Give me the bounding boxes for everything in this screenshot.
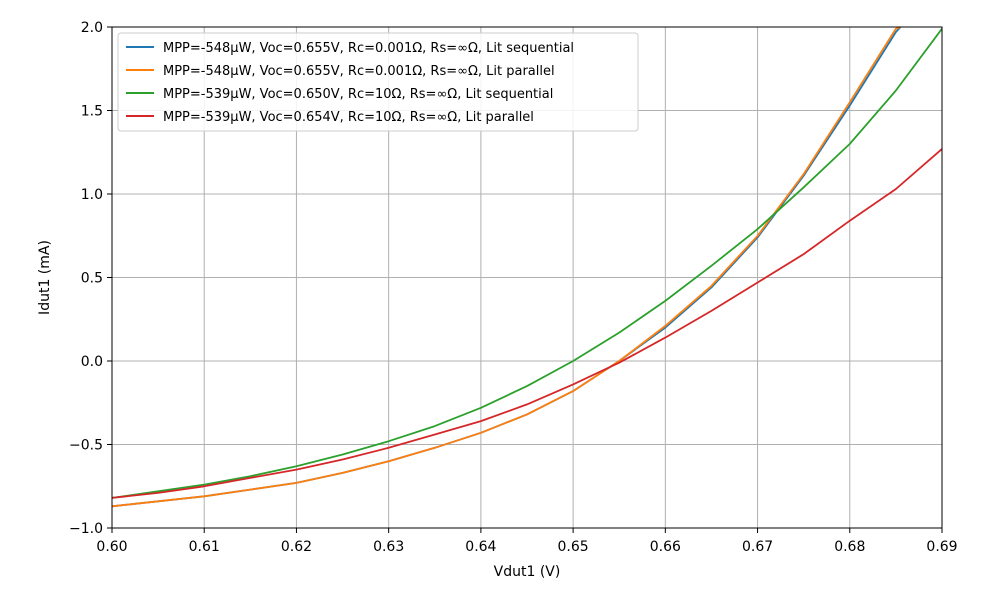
y-axis: −1.0 −0.5 0.0 0.5 1.0 1.5 2.0 (69, 20, 112, 537)
y-tick-label: −1.0 (69, 521, 103, 537)
legend-entry-label: MPP=-548µW, Voc=0.655V, Rc=0.001Ω, Rs=∞Ω… (163, 64, 555, 79)
x-tick-label: 0.60 (96, 539, 127, 555)
x-axis-label: Vdut1 (V) (494, 564, 561, 580)
y-tick-label: −0.5 (69, 438, 103, 454)
legend-entry-label: MPP=-548µW, Voc=0.655V, Rc=0.001Ω, Rs=∞Ω… (163, 41, 574, 56)
y-tick-label: 0.0 (81, 354, 103, 370)
series-line-2 (111, 26, 901, 508)
legend-box (117, 32, 639, 132)
y-tick-label: 2.0 (81, 20, 103, 36)
x-tick-label: 0.69 (926, 539, 957, 555)
legend: MPP=-548µW, Voc=0.655V, Rc=0.001Ω, Rs=∞Ω… (117, 32, 639, 132)
x-tick-label: 0.64 (465, 539, 496, 555)
y-tick-label: 1.0 (81, 187, 103, 203)
x-tick-label: 0.65 (558, 539, 589, 555)
x-axis: 0.60 0.61 0.62 0.63 0.64 0.65 0.66 0.67 0.68 0.69 (96, 528, 958, 555)
series-lines (111, 26, 943, 508)
series-line-4 (111, 148, 943, 499)
series-line-3 (111, 28, 943, 499)
legend-entry-label: MPP=-539µW, Voc=0.654V, Rc=10Ω, Rs=∞Ω, L… (163, 110, 534, 125)
y-tick-label: 0.5 (81, 271, 103, 287)
x-tick-label: 0.63 (373, 539, 404, 555)
x-tick-label: 0.68 (834, 539, 865, 555)
x-tick-label: 0.66 (650, 539, 681, 555)
x-tick-label: 0.62 (281, 539, 312, 555)
y-axis-label: Idut1 (mA) (37, 240, 53, 315)
x-tick-label: 0.61 (189, 539, 220, 555)
y-tick-label: 1.5 (81, 104, 103, 120)
legend-entry-label: MPP=-539µW, Voc=0.650V, Rc=10Ω, Rs=∞Ω, L… (163, 87, 553, 102)
x-tick-label: 0.67 (742, 539, 773, 555)
